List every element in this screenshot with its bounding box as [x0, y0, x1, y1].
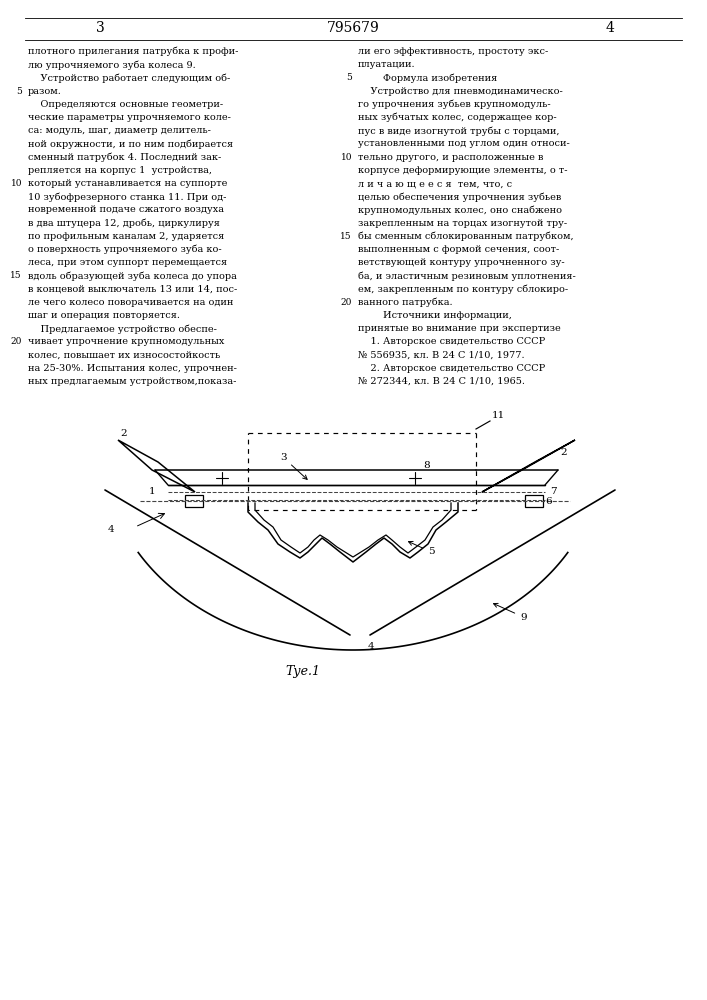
Text: 11: 11 — [492, 411, 506, 420]
Text: Устройство для пневмодинамическо-: Устройство для пневмодинамическо- — [358, 87, 563, 96]
Text: 5: 5 — [346, 73, 352, 82]
Text: 6: 6 — [545, 496, 551, 506]
Text: 9: 9 — [493, 603, 527, 621]
Text: плотного прилегания патрубка к профи-: плотного прилегания патрубка к профи- — [28, 47, 238, 56]
Text: л и ч а ю щ е е с я  тем, что, с: л и ч а ю щ е е с я тем, что, с — [358, 179, 512, 188]
Text: 10: 10 — [341, 153, 352, 162]
Text: Τуе.1: Τуе.1 — [285, 665, 320, 678]
Text: 3: 3 — [280, 453, 307, 479]
Text: 15: 15 — [11, 271, 22, 280]
Text: ле чего колесо поворачивается на один: ле чего колесо поворачивается на один — [28, 298, 233, 307]
Text: в концевой выключатель 13 или 14, пос-: в концевой выключатель 13 или 14, пос- — [28, 285, 238, 294]
Text: лю упрочняемого зуба колеса 9.: лю упрочняемого зуба колеса 9. — [28, 60, 196, 70]
Text: закрепленным на торцах изогнутой тру-: закрепленным на торцах изогнутой тру- — [358, 219, 567, 228]
Text: ных зубчатых колес, содержащее кор-: ных зубчатых колес, содержащее кор- — [358, 113, 556, 122]
Text: разом.: разом. — [28, 87, 62, 96]
Text: 5: 5 — [16, 87, 22, 96]
Text: сменный патрубок 4. Последний зак-: сменный патрубок 4. Последний зак- — [28, 153, 221, 162]
Text: Устройство работает следующим об-: Устройство работает следующим об- — [28, 73, 230, 83]
Text: который устанавливается на суппорте: который устанавливается на суппорте — [28, 179, 228, 188]
Text: ба, и эластичным резиновым уплотнения-: ба, и эластичным резиновым уплотнения- — [358, 271, 575, 281]
Text: 20: 20 — [341, 298, 352, 307]
Text: тельно другого, и расположенные в: тельно другого, и расположенные в — [358, 153, 544, 162]
Text: выполненным с формой сечения, соот-: выполненным с формой сечения, соот- — [358, 245, 559, 254]
Text: Предлагаемое устройство обеспе-: Предлагаемое устройство обеспе- — [28, 324, 217, 334]
Text: ческие параметры упрочняемого коле-: ческие параметры упрочняемого коле- — [28, 113, 231, 122]
Text: 10: 10 — [11, 179, 22, 188]
Text: корпусе деформирующие элементы, о т-: корпусе деформирующие элементы, о т- — [358, 166, 568, 175]
Text: 4: 4 — [368, 642, 375, 651]
Text: ных предлагаемым устройством,показа-: ных предлагаемым устройством,показа- — [28, 377, 236, 386]
Text: Определяются основные геометри-: Определяются основные геометри- — [28, 100, 223, 109]
Text: 1. Авторское свидетельство СССР: 1. Авторское свидетельство СССР — [358, 337, 545, 346]
Text: плуатации.: плуатации. — [358, 60, 416, 69]
Text: ванного патрубка.: ванного патрубка. — [358, 298, 452, 307]
Text: 2. Авторское свидетельство СССР: 2. Авторское свидетельство СССР — [358, 364, 545, 373]
Text: ветствующей контуру упрочненного зу-: ветствующей контуру упрочненного зу- — [358, 258, 565, 267]
Text: го упрочнения зубьев крупномодуль-: го упрочнения зубьев крупномодуль- — [358, 100, 551, 109]
Text: леса, при этом суппорт перемещается: леса, при этом суппорт перемещается — [28, 258, 227, 267]
Text: репляется на корпус 1  устройства,: репляется на корпус 1 устройства, — [28, 166, 212, 175]
Text: по профильным каналам 2, ударяется: по профильным каналам 2, ударяется — [28, 232, 224, 241]
Text: ли его эффективность, простоту экс-: ли его эффективность, простоту экс- — [358, 47, 548, 56]
Text: № 556935, кл. В 24 С 1/10, 1977.: № 556935, кл. В 24 С 1/10, 1977. — [358, 351, 525, 360]
Text: принятые во внимание при экспертизе: принятые во внимание при экспертизе — [358, 324, 561, 333]
Text: 10 зубофрезерного станка 11. При од-: 10 зубофрезерного станка 11. При од- — [28, 192, 226, 202]
Text: бы сменным сблокированным патрубком,: бы сменным сблокированным патрубком, — [358, 232, 573, 241]
Text: 8: 8 — [423, 461, 430, 470]
Text: 795679: 795679 — [327, 21, 380, 35]
Text: 15: 15 — [340, 232, 352, 241]
Text: Формула изобретения: Формула изобретения — [358, 73, 497, 83]
Text: колес, повышает их износостойкость: колес, повышает их износостойкость — [28, 351, 221, 360]
Text: чивает упрочнение крупномодульных: чивает упрочнение крупномодульных — [28, 337, 224, 346]
Text: о поверхность упрочняемого зуба ко-: о поверхность упрочняемого зуба ко- — [28, 245, 221, 254]
Text: № 272344, кл. В 24 С 1/10, 1965.: № 272344, кл. В 24 С 1/10, 1965. — [358, 377, 525, 386]
Text: крупномодульных колес, оно снабжено: крупномодульных колес, оно снабжено — [358, 205, 562, 215]
Text: 3: 3 — [95, 21, 105, 35]
Text: установленными под углом один относи-: установленными под углом один относи- — [358, 139, 570, 148]
Text: 4: 4 — [108, 526, 115, 534]
Text: шаг и операция повторяется.: шаг и операция повторяется. — [28, 311, 180, 320]
Text: на 25-30%. Испытания колес, упрочнен-: на 25-30%. Испытания колес, упрочнен- — [28, 364, 237, 373]
Text: в два штуцера 12, дробь, циркулируя: в два штуцера 12, дробь, циркулируя — [28, 219, 220, 228]
Text: 1: 1 — [148, 488, 155, 496]
Text: 2: 2 — [560, 448, 566, 457]
Text: 5: 5 — [409, 541, 435, 556]
Text: 2: 2 — [120, 429, 127, 438]
Text: 4: 4 — [606, 21, 614, 35]
Text: са: модуль, шаг, диаметр делитель-: са: модуль, шаг, диаметр делитель- — [28, 126, 211, 135]
Text: пус в виде изогнутой трубы с торцами,: пус в виде изогнутой трубы с торцами, — [358, 126, 559, 136]
Text: вдоль образующей зуба колеса до упора: вдоль образующей зуба колеса до упора — [28, 271, 237, 281]
Text: Источники информации,: Источники информации, — [358, 311, 512, 320]
Text: ем, закрепленным по контуру сблокиро-: ем, закрепленным по контуру сблокиро- — [358, 285, 568, 294]
Text: целью обеспечения упрочнения зубьев: целью обеспечения упрочнения зубьев — [358, 192, 561, 202]
Text: ной окружности, и по ним подбирается: ной окружности, и по ним подбирается — [28, 139, 233, 149]
Text: новременной подаче сжатого воздуха: новременной подаче сжатого воздуха — [28, 205, 224, 214]
Text: 20: 20 — [11, 337, 22, 346]
Text: 7: 7 — [550, 488, 556, 496]
